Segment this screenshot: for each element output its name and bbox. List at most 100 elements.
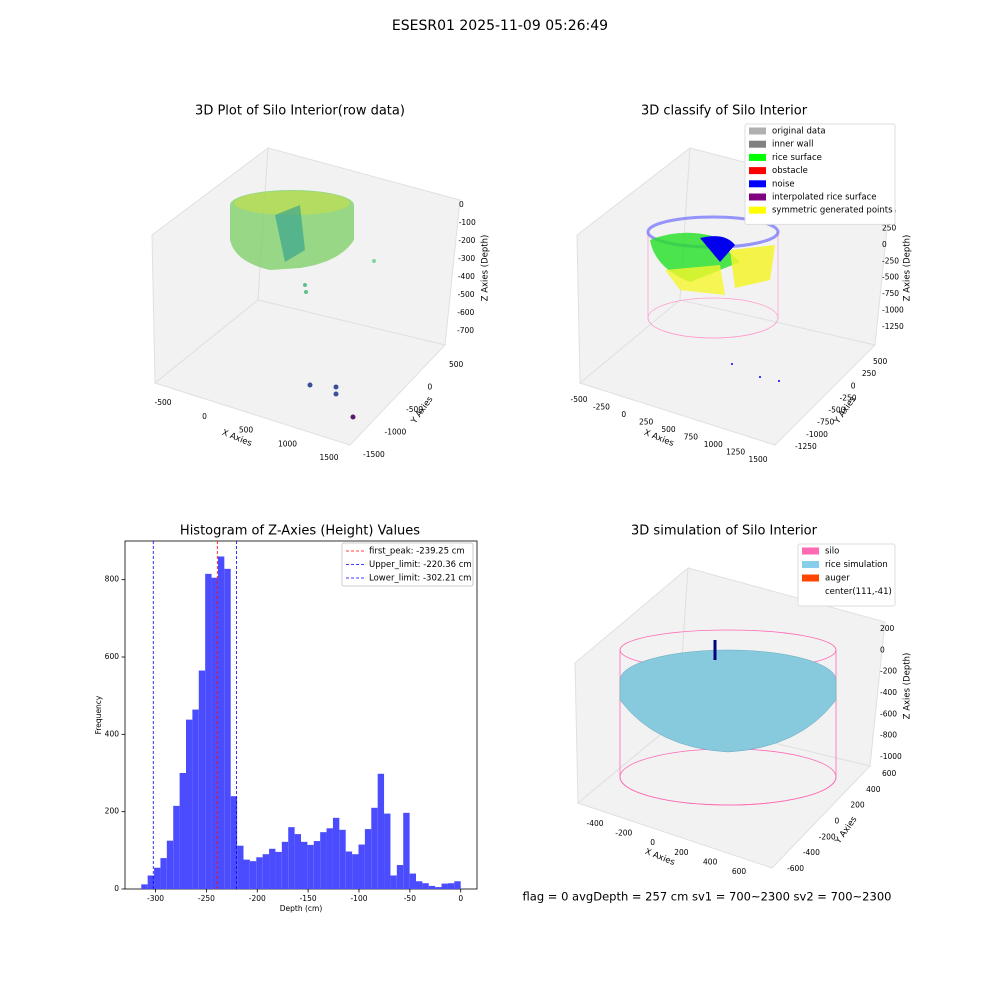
bar xyxy=(377,773,385,889)
legend-label: first_peak: -239.25 cm xyxy=(369,547,465,557)
bar xyxy=(192,709,199,889)
bar xyxy=(294,834,301,889)
z-tick-label: -400 xyxy=(880,688,897,697)
bar xyxy=(275,851,282,889)
legend-swatch xyxy=(749,206,766,214)
bar xyxy=(281,841,289,889)
bar xyxy=(301,841,308,889)
x-tick-label: 1500 xyxy=(319,453,338,462)
y-tick-label: -600 xyxy=(787,864,804,873)
legend-swatch xyxy=(749,127,766,135)
y-tick-label: -500 xyxy=(406,405,423,414)
y-tick-label: -750 xyxy=(817,418,834,427)
x-tick-label: 750 xyxy=(684,433,699,442)
bar xyxy=(384,813,391,889)
bar xyxy=(435,887,442,889)
z-tick-label: -600 xyxy=(880,709,897,718)
legend-label: center(111,-41) xyxy=(825,587,892,597)
bar xyxy=(154,867,161,889)
x-tick-label: 400 xyxy=(703,857,718,866)
legend-label: rice surface xyxy=(772,153,822,163)
y-tick-label: 200 xyxy=(850,801,865,810)
bar xyxy=(332,817,340,889)
x-axis-label: Depth (cm) xyxy=(280,904,323,913)
y-tick-label: 0 xyxy=(835,817,840,826)
bar xyxy=(326,828,333,889)
bar xyxy=(237,845,244,889)
bar xyxy=(416,881,423,889)
bar xyxy=(217,556,225,889)
bar xyxy=(211,577,218,889)
x-tick-label: 200 xyxy=(674,848,689,857)
legend-swatch xyxy=(749,180,766,188)
z-tick-label: -1000 xyxy=(882,306,904,315)
bar xyxy=(141,884,148,889)
y-tick-label: 500 xyxy=(449,360,464,369)
bar xyxy=(147,875,155,889)
legend-swatch xyxy=(749,153,766,161)
x-tick-label: 1000 xyxy=(704,440,723,449)
y-tick-label: 200 xyxy=(105,807,120,816)
legend-label: auger xyxy=(825,574,850,584)
legend-swatch xyxy=(749,140,766,148)
legend-label: silo xyxy=(825,547,839,557)
x-tick-label: -500 xyxy=(154,398,171,407)
bar xyxy=(441,883,448,889)
z-tick-label: -400 xyxy=(458,272,475,281)
x-tick-label: 1250 xyxy=(726,448,745,457)
y-tick-label: 250 xyxy=(862,369,877,378)
chart-title: Histogram of Z-Axies (Height) Values xyxy=(180,524,420,539)
bar xyxy=(166,840,174,889)
legend-label: Upper_limit: -220.36 cm xyxy=(369,560,472,570)
bar xyxy=(447,883,455,889)
legend-swatch xyxy=(802,588,819,595)
bar xyxy=(262,854,270,889)
bar xyxy=(345,851,353,889)
y-tick-label: 800 xyxy=(105,575,120,584)
bar xyxy=(364,829,372,889)
x-tick-label: 1500 xyxy=(748,455,767,464)
bar xyxy=(307,844,314,889)
bar xyxy=(205,573,212,889)
z-tick-label: -1000 xyxy=(880,752,902,761)
legend-swatch xyxy=(802,561,819,568)
bar xyxy=(173,805,180,889)
legend-box xyxy=(797,543,896,607)
bar xyxy=(288,827,295,889)
bar xyxy=(339,829,346,889)
y-axis-label: Frequency xyxy=(94,695,103,734)
cloud-1 xyxy=(230,190,376,420)
bar xyxy=(428,885,436,889)
bar xyxy=(454,881,461,889)
legend-swatch xyxy=(749,193,766,201)
cloud-2 xyxy=(646,215,780,382)
bar xyxy=(198,670,206,889)
z-tick-label: -500 xyxy=(458,290,475,299)
z-tick-label: -800 xyxy=(880,731,897,740)
legend-swatch xyxy=(749,167,766,175)
z-tick-label: -750 xyxy=(882,289,899,298)
bar xyxy=(185,719,193,889)
y-tick-label: 600 xyxy=(105,652,120,661)
z-tick-label: -500 xyxy=(882,273,899,282)
bar xyxy=(313,841,321,889)
bar xyxy=(269,848,276,889)
legend-label: inner wall xyxy=(772,140,813,150)
z-tick-label: 0 xyxy=(459,200,464,209)
bar xyxy=(371,807,378,889)
x-tick-label: 500 xyxy=(661,425,676,434)
bar xyxy=(320,832,327,889)
y-tick-label: -1000 xyxy=(385,428,407,437)
y-tick-label: -1000 xyxy=(806,430,828,439)
bar xyxy=(396,865,404,889)
legend-label: obstacle xyxy=(772,166,808,176)
y-tick-label: 600 xyxy=(882,769,897,778)
y-tick-label: -250 xyxy=(840,393,857,402)
z-tick-label: -1250 xyxy=(882,322,904,331)
bar xyxy=(409,873,417,889)
y-tick-label: 0 xyxy=(851,381,856,390)
y-tick-label: -500 xyxy=(828,406,845,415)
legend-label: interpolated rice surface xyxy=(772,193,877,203)
x-tick-label: -100 xyxy=(350,894,367,903)
